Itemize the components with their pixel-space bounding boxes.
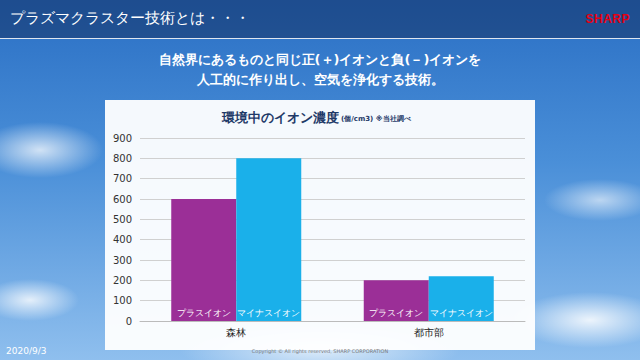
html-text:2020/9/3: 2020/9/3 bbox=[6, 346, 47, 356]
svg-text:(個/cm3) ※当社調べ: (個/cm3) ※当社調べ bbox=[341, 114, 412, 123]
svg-text:200: 200 bbox=[113, 275, 132, 286]
html-text:人工的に作り出し、空気を浄化する技術。: 人工的に作り出し、空気を浄化する技術。 bbox=[196, 72, 444, 87]
svg-text:400: 400 bbox=[113, 234, 132, 245]
svg-text:森林: 森林 bbox=[226, 327, 246, 338]
svg-text:マイナスイオン: マイナスイオン bbox=[430, 308, 493, 318]
svg-text:プラスイオン: プラスイオン bbox=[177, 308, 231, 318]
html-text:Copyright © All rights reserve: Copyright © All rights reserved, SHARP C… bbox=[251, 348, 389, 354]
svg-text:900: 900 bbox=[113, 133, 132, 144]
svg-text:都市部: 都市部 bbox=[414, 327, 444, 338]
svg-text:700: 700 bbox=[113, 173, 132, 184]
html-text:SHARP: SHARP bbox=[585, 12, 630, 26]
svg-text:300: 300 bbox=[113, 255, 132, 266]
html-text:自然界にあるものと同じ正(＋)イオンと負(－)イオンを: 自然界にあるものと同じ正(＋)イオンと負(－)イオンを bbox=[158, 52, 482, 67]
svg-text:500: 500 bbox=[113, 214, 132, 225]
svg-text:0: 0 bbox=[126, 316, 132, 327]
svg-text:マイナスイオン: マイナスイオン bbox=[237, 308, 300, 318]
html-text:プラズマクラスター技術とは・・・: プラズマクラスター技術とは・・・ bbox=[10, 9, 250, 27]
svg-text:100: 100 bbox=[113, 295, 132, 306]
svg-text:プラスイオン: プラスイオン bbox=[369, 308, 423, 318]
svg-text:環境中のイオン濃度: 環境中のイオン濃度 bbox=[221, 110, 339, 125]
svg-text:600: 600 bbox=[113, 194, 132, 205]
svg-text:800: 800 bbox=[113, 153, 132, 164]
